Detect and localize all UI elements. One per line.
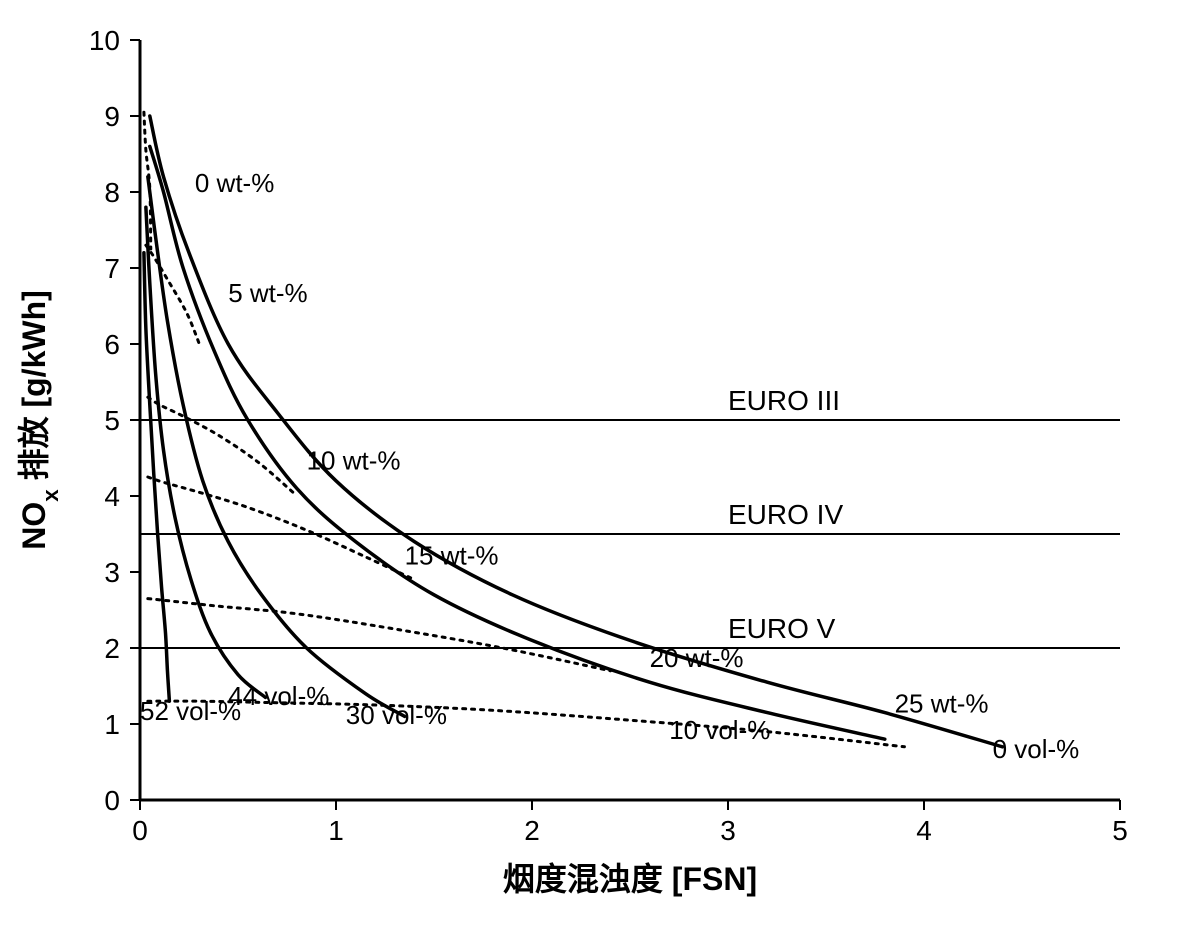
y-tick-label: 5	[104, 405, 120, 436]
limit-label: EURO III	[728, 385, 840, 416]
vol-series-label: 44 vol-%	[228, 681, 329, 711]
y-tick-label: 8	[104, 177, 120, 208]
wt-series-label: 15 wt-%	[405, 540, 499, 570]
emissions-chart: 0 1 2 3 4 5 0 1 2 3 4 5 6 7 8 9 10 烟度混浊度 [FSN] NOx 排放 [g/k…	[0, 0, 1182, 952]
y-tick-label: 10	[89, 25, 120, 56]
vol-series-curve	[150, 116, 1003, 747]
x-tick-label: 3	[720, 815, 736, 846]
y-tick-label: 9	[104, 101, 120, 132]
x-axis-label: 烟度混浊度 [FSN]	[503, 861, 757, 897]
x-tick-label: 5	[1112, 815, 1128, 846]
vol-series-label: 52 vol-%	[140, 696, 241, 726]
wt-series-label: 10 wt-%	[307, 445, 401, 475]
limit-label: EURO IV	[728, 499, 843, 530]
vol-series-label: 10 vol-%	[669, 715, 770, 745]
limit-label: EURO V	[728, 613, 836, 644]
wt-series-label: 20 wt-%	[650, 643, 744, 673]
vol-series-label: 30 vol-%	[346, 700, 447, 730]
x-tick-label: 2	[524, 815, 540, 846]
y-tick-label: 3	[104, 557, 120, 588]
y-tick-label: 1	[104, 709, 120, 740]
y-axis-label: NOx 排放 [g/kWh]	[16, 290, 63, 550]
chart-svg: 0 1 2 3 4 5 0 1 2 3 4 5 6 7 8 9 10 烟度混浊度 [FSN] NOx 排放 [g/k…	[0, 0, 1182, 952]
y-tick-label: 2	[104, 633, 120, 664]
y-tick-label: 7	[104, 253, 120, 284]
y-tick-label: 0	[104, 785, 120, 816]
wt-series-curve	[148, 599, 611, 671]
wt-series-curve	[148, 397, 293, 492]
y-tick-label: 6	[104, 329, 120, 360]
wt-series-label: 5 wt-%	[228, 278, 307, 308]
x-tick-label: 4	[916, 815, 932, 846]
x-tick-label: 1	[328, 815, 344, 846]
vol-series-label: 0 vol-%	[993, 734, 1080, 764]
wt-series-label: 25 wt-%	[895, 689, 989, 719]
wt-series-label: 0 wt-%	[195, 168, 274, 198]
y-tick-label: 4	[104, 481, 120, 512]
x-tick-label: 0	[132, 815, 148, 846]
